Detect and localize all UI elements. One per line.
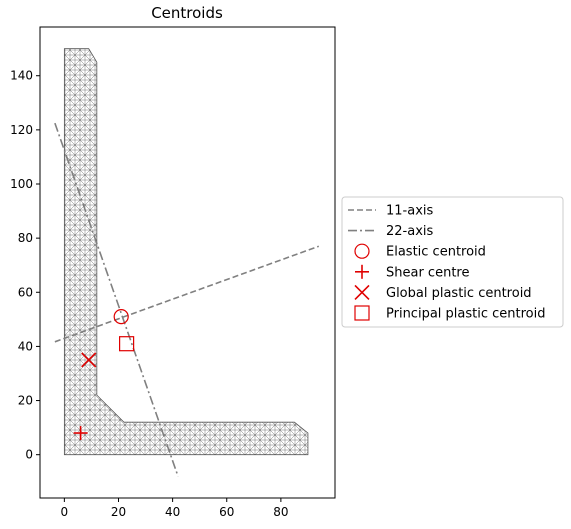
legend-entry-shear-centre-swatch — [355, 264, 369, 279]
legend-entry-22-axis-label: 22-axis — [386, 224, 434, 239]
y-tick-label: 80 — [18, 231, 33, 245]
legend-entry-shear-centre-label: Shear centre — [386, 265, 469, 280]
x-tick-label: 40 — [165, 505, 180, 519]
legend-entry-principal-plastic-centroid-label: Principal plastic centroid — [386, 307, 545, 322]
legend-entry-elastic-centroid-swatch — [354, 243, 370, 259]
chart-title: Centroids — [151, 4, 223, 22]
y-tick-label: 60 — [18, 285, 33, 299]
legend-entry-global-plastic-centroid-swatch — [354, 284, 370, 300]
legend-entry-global-plastic-centroid-label: Global plastic centroid — [386, 286, 532, 301]
x-tick-label: 60 — [219, 505, 234, 519]
y-tick-label: 40 — [18, 339, 33, 353]
legend-entry-global-plastic-centroid: Global plastic centroid — [354, 284, 532, 301]
x-tick-label: 0 — [61, 505, 69, 519]
marker-global-plastic-centroid-b — [81, 352, 97, 368]
legend-entry-elastic-centroid-label: Elastic centroid — [386, 245, 486, 260]
x-tick-label: 20 — [111, 505, 126, 519]
plot-frame — [39, 26, 336, 499]
legend-entry-shear-centre: Shear centre — [355, 264, 469, 280]
marker-global-plastic-centroid — [81, 352, 97, 368]
legend-entry-principal-plastic-centroid-swatch — [354, 305, 370, 321]
section-mesh — [63, 48, 309, 456]
x-tick-label: 80 — [273, 505, 288, 519]
marker-principal-plastic-centroid — [119, 336, 135, 352]
legend-entry-11-axis: 11-axis — [348, 204, 434, 219]
y-tick-label: 0 — [25, 448, 33, 462]
legend-entry-principal-plastic-centroid: Principal plastic centroid — [354, 305, 545, 322]
y-tick-label: 120 — [10, 123, 33, 137]
legend-entry-22-axis: 22-axis — [348, 224, 434, 239]
y-tick-label: 140 — [10, 69, 33, 83]
marker-elastic-centroid — [113, 309, 129, 325]
marker-shear-centre — [73, 426, 88, 441]
y-tick-label: 20 — [18, 394, 33, 408]
legend-entry-elastic-centroid: Elastic centroid — [354, 243, 486, 260]
legend-entry-11-axis-label: 11-axis — [386, 204, 434, 219]
legend-entry-global-plastic-centroid-swatch-b — [354, 284, 370, 300]
legend-box — [341, 196, 564, 328]
y-tick-label: 100 — [10, 177, 33, 191]
axis-line-22-axis — [54, 122, 179, 477]
axis-line-11-axis — [54, 245, 320, 343]
